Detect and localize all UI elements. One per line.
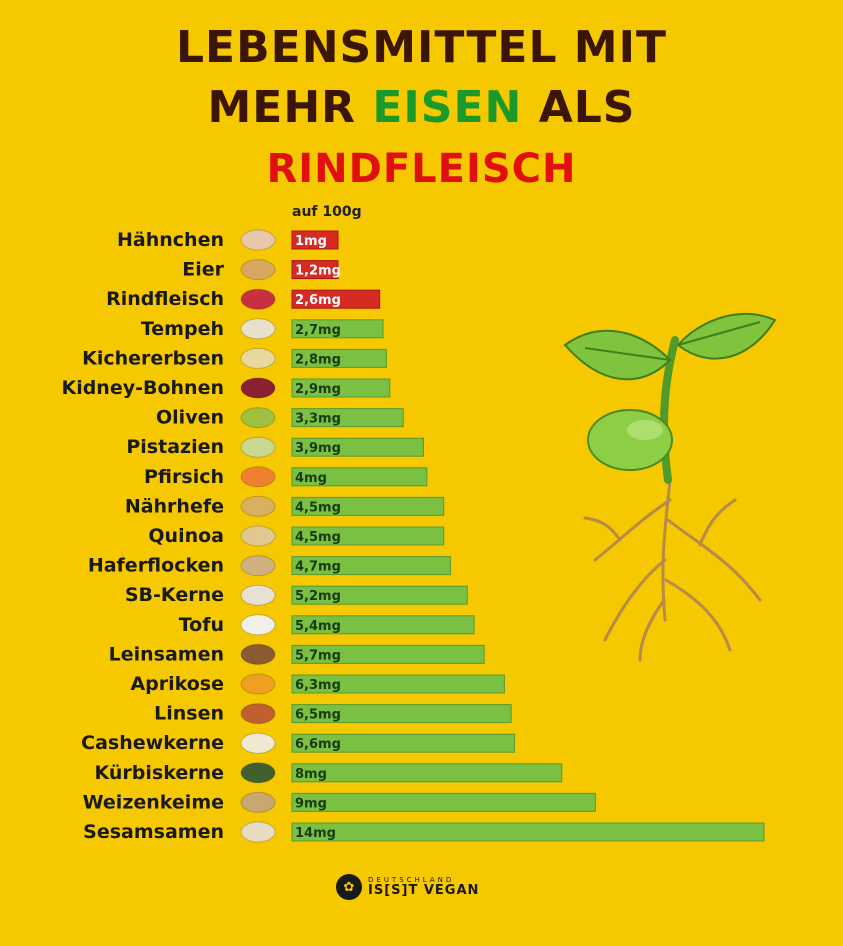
food-icon — [240, 762, 276, 784]
category-label: Weizenkeime — [83, 791, 224, 813]
value-label: 3,3mg — [295, 412, 341, 427]
food-icon — [240, 318, 276, 340]
food-icon — [240, 259, 276, 281]
category-label: Linsen — [154, 703, 224, 725]
category-label: Quinoa — [148, 525, 224, 547]
category-label: SB-Kerne — [125, 584, 224, 606]
food-icon — [240, 584, 276, 606]
value-label: 4,7mg — [295, 560, 341, 575]
title-line-3: RINDFLEISCH — [266, 146, 577, 192]
value-label: 2,9mg — [295, 382, 341, 397]
bar — [291, 319, 384, 339]
category-label: Cashewkerne — [81, 732, 224, 754]
food-icon — [240, 347, 276, 369]
food-icon — [240, 407, 276, 429]
food-icon — [240, 555, 276, 577]
bar — [291, 644, 485, 664]
value-label: 2,6mg — [295, 293, 341, 308]
category-label: Aprikose — [130, 673, 224, 695]
title-highlight-eisen: EISEN — [372, 82, 523, 133]
category-label: Kürbiskerne — [94, 762, 224, 784]
title-line-1: LEBENSMITTEL MIT — [176, 22, 667, 73]
bar — [291, 467, 428, 487]
value-label: 8mg — [295, 767, 327, 782]
category-label: Pistazien — [126, 436, 224, 458]
bar — [291, 556, 451, 576]
value-label: 6,6mg — [295, 737, 341, 752]
category-label: Eier — [182, 259, 224, 281]
iron-bar-chart: Hähnchen 1mg Eier 1,2mg Rindfleisch 2,6mg Temp… — [61, 229, 777, 843]
bar — [291, 408, 404, 428]
title-line-2: MEHR EISEN ALS — [0, 82, 843, 133]
brand-logo: ✿ DEUTSCHLAND IS[S]T VEGAN — [336, 872, 479, 902]
bar — [291, 496, 445, 516]
category-label: Oliven — [156, 407, 224, 429]
category-label: Nährhefe — [125, 495, 224, 517]
logo-big-text: IS[S]T VEGAN — [368, 883, 480, 898]
category-label: Hähnchen — [117, 229, 224, 251]
food-icon — [240, 821, 276, 843]
bar — [291, 585, 468, 605]
title-line-2-suffix: ALS — [522, 82, 636, 133]
bar — [291, 260, 339, 280]
food-icon — [240, 643, 276, 665]
food-icon — [240, 791, 276, 813]
bar — [291, 437, 424, 457]
value-label: 6,5mg — [295, 708, 341, 723]
value-label: 6,3mg — [295, 678, 341, 693]
food-icon — [240, 436, 276, 458]
value-label: 9mg — [295, 796, 327, 811]
value-label: 4,5mg — [295, 500, 341, 515]
category-label: Rindfleisch — [106, 288, 224, 310]
value-label: 2,8mg — [295, 352, 341, 367]
value-label: 5,2mg — [295, 589, 341, 604]
value-label: 4,5mg — [295, 530, 341, 545]
value-label: 14mg — [295, 826, 336, 841]
value-label: 5,4mg — [295, 619, 341, 634]
food-icon — [240, 673, 276, 695]
food-icon — [240, 466, 276, 488]
value-label: 4mg — [295, 471, 327, 486]
food-icon — [240, 288, 276, 310]
category-label: Kichererbsen — [82, 347, 224, 369]
bar — [291, 615, 475, 635]
bar — [291, 763, 563, 783]
value-label: 1,2mg — [295, 264, 341, 279]
bar — [291, 822, 765, 842]
food-icon — [240, 229, 276, 251]
category-label: Kidney-Bohnen — [61, 377, 224, 399]
value-label: 5,7mg — [295, 648, 341, 663]
food-icon — [240, 495, 276, 517]
value-label: 3,9mg — [295, 441, 341, 456]
value-label: 2,7mg — [295, 323, 341, 338]
category-label: Haferflocken — [88, 555, 224, 577]
value-label: 1mg — [295, 234, 327, 249]
bar — [291, 704, 512, 724]
bar — [291, 526, 445, 546]
category-label: Leinsamen — [109, 643, 224, 665]
category-label: Tofu — [179, 614, 224, 636]
food-icon — [240, 703, 276, 725]
category-label: Pfirsich — [144, 466, 224, 488]
bar — [291, 348, 387, 368]
category-label: Tempeh — [141, 318, 224, 340]
logo-small-text: DEUTSCHLAND — [368, 876, 455, 884]
category-label: Sesamsamen — [83, 821, 224, 843]
bar — [291, 378, 391, 398]
food-icon — [240, 614, 276, 636]
bar — [291, 230, 339, 250]
bar — [291, 674, 505, 694]
bar — [291, 733, 516, 753]
title-line-2-prefix: MEHR — [207, 82, 373, 133]
logo-icon: ✿ — [336, 874, 362, 900]
unit-note: auf 100g — [292, 204, 362, 220]
bar — [291, 289, 381, 309]
sprout-illustration — [563, 313, 777, 662]
bar — [291, 792, 596, 812]
food-icon — [240, 525, 276, 547]
food-icon — [240, 377, 276, 399]
food-icon — [240, 732, 276, 754]
